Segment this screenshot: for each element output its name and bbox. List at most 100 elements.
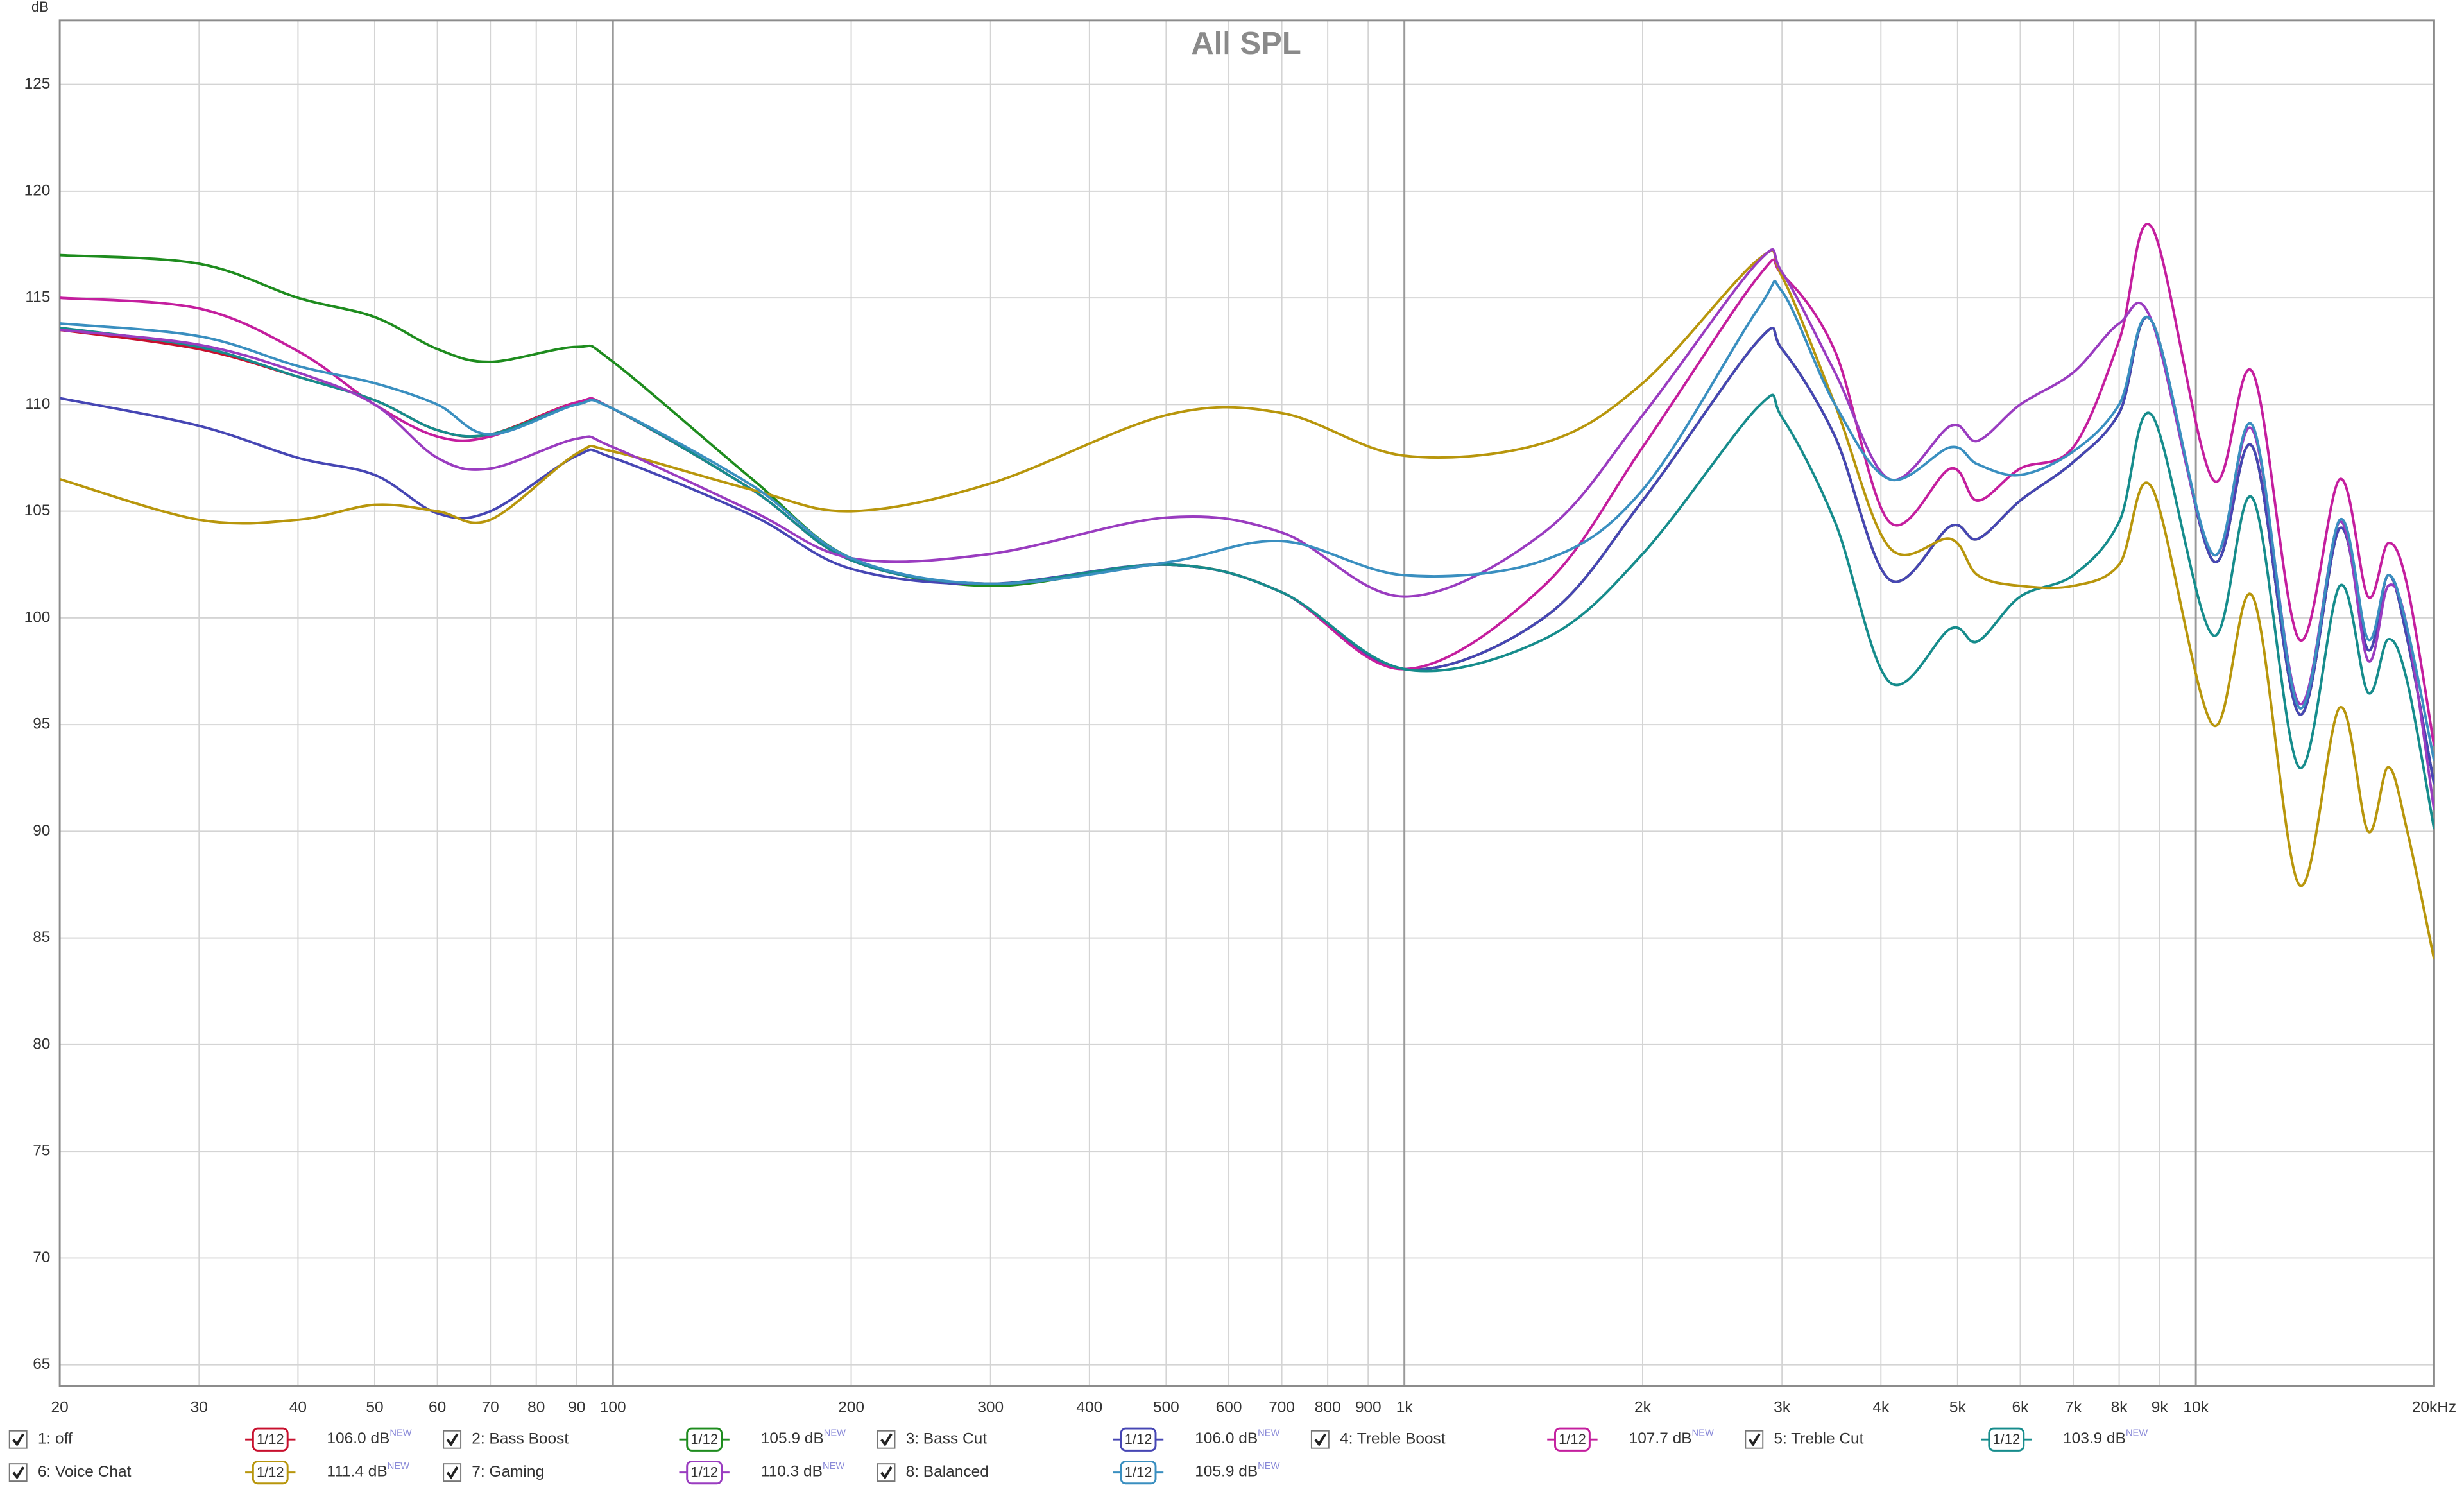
level-badge: NEW [1258, 1428, 1279, 1438]
x-tick-label: 80 [527, 1399, 545, 1416]
x-tick-label: 5k [1949, 1399, 1967, 1416]
x-tick-label: 700 [1269, 1399, 1295, 1416]
smoothing-label: 1/12 [1125, 1431, 1152, 1447]
smoothing-icon[interactable] [686, 1461, 723, 1485]
x-tick-label: 3k [1774, 1399, 1791, 1416]
checkmark [880, 1433, 893, 1447]
smoothing-icon[interactable] [252, 1427, 289, 1452]
smoothing-label: 1/12 [1125, 1464, 1152, 1480]
y-tick-label: 95 [33, 716, 50, 733]
x-tick-label: 100 [600, 1399, 626, 1416]
x-tick-label: 20 [51, 1399, 69, 1416]
y-tick-label: 90 [33, 822, 50, 839]
level-value: 106.0 dB [327, 1430, 389, 1448]
legend-item: 6: Voice Chat 1/12 111.4 dBNEW [8, 1461, 409, 1485]
level-badge: NEW [1692, 1428, 1714, 1438]
y-tick-label: 125 [24, 75, 51, 92]
x-tick-label: 8k [2111, 1399, 2128, 1416]
smoothing-label: 1/12 [257, 1431, 284, 1447]
smoothing-icon[interactable] [252, 1461, 289, 1485]
y-tick-label: 105 [24, 502, 51, 519]
legend-item: 3: Bass Cut 1/12 106.0 dBNEW [877, 1427, 1280, 1452]
legend-label: 5: Treble Cut [1774, 1430, 1863, 1448]
x-tick-label: 200 [838, 1399, 864, 1416]
legend-item: 5: Treble Cut 1/12 103.9 dBNEW [1745, 1427, 2148, 1452]
legend-checkbox[interactable] [1745, 1430, 1764, 1449]
legend-label: 4: Treble Boost [1340, 1430, 1446, 1448]
level-badge: NEW [2126, 1428, 2148, 1438]
smoothing-label: 1/12 [1992, 1431, 2020, 1447]
legend-item: 4: Treble Boost 1/12 107.7 dBNEW [1310, 1427, 1714, 1452]
level-value: 111.4 dB [327, 1463, 387, 1480]
level-value: 105.9 dB [761, 1430, 824, 1448]
x-tick-label: 400 [1076, 1399, 1102, 1416]
checkmark [12, 1466, 24, 1480]
x-tick-label: 800 [1315, 1399, 1341, 1416]
y-tick-label: 75 [33, 1142, 50, 1160]
chart-title: All SPL [1191, 26, 1301, 61]
y-tick-label: 115 [25, 289, 50, 306]
legend-item: 7: Gaming 1/12 110.3 dBNEW [443, 1461, 845, 1485]
y-tick-label: 120 [24, 182, 51, 199]
y-tick-label: 100 [24, 608, 51, 626]
smoothing-icon[interactable] [686, 1427, 723, 1452]
level-badge: NEW [824, 1428, 846, 1438]
x-tick-label: 70 [482, 1399, 499, 1416]
x-tick-label: 6k [2012, 1399, 2030, 1416]
x-tick-label: 300 [977, 1399, 1004, 1416]
plot-frame [58, 19, 2435, 1387]
x-tick-label: 30 [191, 1399, 208, 1416]
y-tick-label: 70 [33, 1249, 50, 1266]
y-tick-label: 85 [33, 929, 50, 946]
smoothing-label: 1/12 [690, 1464, 718, 1480]
legend-label: 2: Bass Boost [472, 1430, 569, 1448]
legend-level: 105.9 dBNEW [1195, 1461, 1279, 1480]
legend-checkbox[interactable] [443, 1463, 462, 1482]
legend-checkbox[interactable] [8, 1463, 28, 1482]
x-tick-label: 7k [2065, 1399, 2082, 1416]
level-value: 107.7 dB [1629, 1430, 1692, 1448]
smoothing-icon[interactable] [1554, 1427, 1591, 1452]
legend-checkbox[interactable] [1310, 1430, 1330, 1449]
y-tick-label: 65 [33, 1355, 50, 1373]
legend-item: 2: Bass Boost 1/12 105.9 dBNEW [443, 1427, 846, 1452]
x-tick-label: 90 [568, 1399, 585, 1416]
x-tick-label: 60 [429, 1399, 446, 1416]
legend-checkbox[interactable] [443, 1430, 462, 1449]
legend-label: 3: Bass Cut [906, 1430, 988, 1448]
legend-checkbox[interactable] [8, 1430, 28, 1449]
x-tick-label: 500 [1153, 1399, 1179, 1416]
x-tick-label: 10k [2183, 1399, 2209, 1416]
legend-level: 106.0 dBNEW [327, 1428, 411, 1447]
level-badge: NEW [1258, 1461, 1279, 1471]
smoothing-label: 1/12 [1559, 1431, 1586, 1447]
checkmark [446, 1433, 459, 1447]
level-badge: NEW [389, 1428, 411, 1438]
legend-level: 107.7 dBNEW [1629, 1428, 1714, 1447]
x-tick-label: 600 [1216, 1399, 1242, 1416]
level-value: 106.0 dB [1195, 1430, 1258, 1448]
legend-checkbox[interactable] [877, 1430, 896, 1449]
smoothing-icon[interactable] [1120, 1461, 1157, 1485]
legend-label: 7: Gaming [472, 1463, 544, 1480]
smoothing-icon[interactable] [1988, 1427, 2025, 1452]
level-value: 103.9 dB [2063, 1430, 2126, 1448]
legend-level: 110.3 dBNEW [761, 1461, 845, 1480]
legend-level: 106.0 dBNEW [1195, 1428, 1279, 1447]
x-tick-label: 4k [1872, 1399, 1890, 1416]
series-line [60, 280, 2434, 762]
x-tick-label: 50 [366, 1399, 383, 1416]
smoothing-icon[interactable] [1120, 1427, 1157, 1452]
legend-checkbox[interactable] [877, 1463, 896, 1482]
x-tick-label: 1k [1396, 1399, 1414, 1416]
y-tick-label: 80 [33, 1035, 50, 1052]
legend-level: 111.4 dBNEW [327, 1461, 409, 1480]
checkmark [1748, 1433, 1761, 1447]
series-line [60, 249, 2434, 960]
checkmark [1314, 1433, 1327, 1447]
series-line [60, 316, 2434, 785]
y-tick-label: 110 [25, 395, 50, 413]
level-value: 105.9 dB [1195, 1463, 1258, 1480]
